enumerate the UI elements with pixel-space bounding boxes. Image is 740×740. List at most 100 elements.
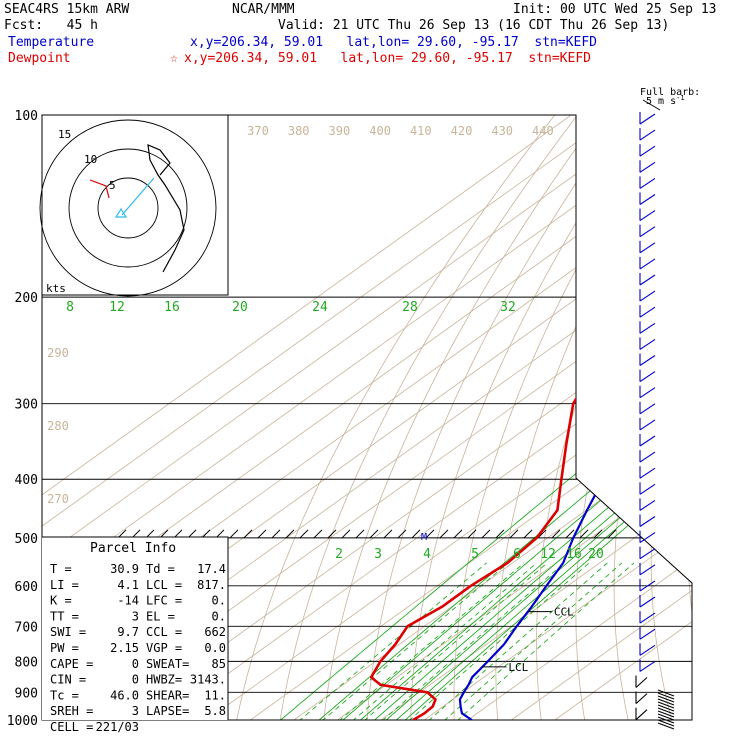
wind-barb: [639, 467, 656, 479]
hodograph-ring-label: 5: [109, 179, 116, 192]
dry-adiabat: [277, 115, 578, 720]
parcel-value: 0.: [212, 609, 226, 623]
theta-label: 400: [369, 124, 391, 138]
hatch-mark: [257, 529, 267, 539]
parcel-key: CCL =: [146, 625, 182, 639]
isotherm-line: [554, 115, 692, 720]
hatch-mark: [285, 529, 295, 539]
barb-legend-unit-exponent: -1: [676, 94, 684, 102]
dry-adiabat: [495, 115, 691, 720]
wind-barb: [639, 387, 656, 399]
wind-barb: [639, 210, 656, 222]
parcel-value: 17.4: [197, 562, 226, 576]
parcel-key: Tc =: [50, 688, 79, 702]
pressure-tick-label: 600: [15, 580, 38, 595]
isotherm-line: [42, 115, 615, 720]
barb-legend-title: Full barb:: [640, 87, 700, 98]
pressure-tick-label: 700: [15, 620, 38, 635]
storm-motion-icon: [114, 207, 128, 218]
isotherm-line: [424, 115, 692, 720]
mixing-ratio-label: 8: [66, 300, 74, 315]
parcel-key: LFC =: [146, 594, 182, 608]
hatch-mark: [593, 529, 603, 539]
isotherm-line: [511, 115, 692, 720]
dry-adiabat: [686, 115, 692, 720]
mixing-ratio-label: 20: [588, 547, 604, 562]
wind-barb: [639, 129, 656, 141]
wind-barb: [639, 194, 656, 205]
parcel-value: 0.: [212, 594, 226, 608]
hodograph: 15 10 5 kts: [39, 114, 229, 297]
mixing-ratio-label: 12: [109, 300, 125, 315]
isotherm-line: [467, 115, 692, 720]
hatch-mark: [355, 529, 365, 539]
pressure-tick-label: 900: [15, 686, 38, 701]
isotherm-line: [42, 115, 572, 720]
mixing-ratio-line: [359, 296, 692, 720]
isotherm-line: [119, 115, 692, 720]
dry-adiabat: [722, 115, 740, 733]
mixing-ratio-label: 32: [500, 300, 516, 315]
wind-barb-dense: [657, 698, 675, 706]
parcel-key: CIN =: [50, 673, 86, 687]
wind-barb-dense: [657, 707, 675, 715]
mixing-ratio-dashed-line: [430, 562, 623, 720]
mixing-ratio-lines: [265, 296, 692, 720]
dewpoint-legend: Dewpoint: [8, 51, 71, 66]
wind-barb: [635, 677, 648, 688]
parcel-value: 46.0: [110, 688, 139, 702]
mixing-ratio-label: 28: [402, 300, 418, 315]
hatch-mark: [369, 529, 379, 539]
parcel-key: K =: [50, 594, 72, 608]
parcel-value: 5.8: [204, 704, 226, 718]
parcel-value: 0: [132, 673, 139, 687]
pressure-tick-label: 200: [15, 291, 38, 306]
ccl-label: CCL: [554, 606, 574, 619]
wind-barb-dense: [657, 722, 675, 730]
parcel-value: 3: [132, 609, 139, 623]
hodograph-unit: kts: [46, 282, 66, 295]
dry-adiabat: [575, 115, 692, 720]
parcel-value: 4.1: [117, 578, 139, 592]
moist-adiabat-marker: M: [421, 532, 427, 543]
temperature-line: [458, 115, 692, 720]
dewpoint-location: x,y=206.34, 59.01 lat,lon= 29.60, -95.17…: [184, 51, 591, 66]
parcel-key: HWBZ=: [146, 673, 182, 687]
parcel-key: LCL =: [146, 578, 182, 592]
parcel-value: 0.0: [204, 641, 226, 655]
pressure-tick-label: 100: [15, 109, 38, 124]
parcel-value: -14: [117, 594, 139, 608]
dewpoint-star-icon: ☆: [170, 51, 178, 66]
center-label: NCAR/MMM: [232, 2, 295, 17]
model-title: SEAC4RS 15km ARW: [4, 2, 130, 17]
theta-label: 410: [410, 124, 432, 138]
theta-label: 370: [247, 124, 269, 138]
wind-barb-dense: [657, 701, 675, 709]
wind-barb-dense: [657, 719, 675, 727]
mixing-ratio-dashed-line: [443, 562, 635, 720]
mixing-ratio-label: 20: [232, 300, 248, 315]
parcel-panel-border: [42, 536, 229, 720]
wind-barb: [639, 145, 656, 157]
parcel-value: 817.: [197, 578, 226, 592]
wind-barb: [639, 274, 656, 286]
hatch-mark: [467, 529, 477, 539]
hodograph-ring: [39, 119, 217, 297]
mixing-ratio-label: 5: [471, 547, 479, 562]
hatch-mark: [607, 529, 617, 539]
hatch-mark: [411, 529, 421, 539]
parcel-key: SWI =: [50, 625, 86, 639]
parcel-value: 2.15: [110, 641, 139, 655]
pressure-tick-label: 800: [15, 655, 38, 670]
parcel-value: 11.: [204, 688, 226, 702]
wind-barb: [639, 435, 656, 447]
wind-barb-dense: [657, 716, 675, 724]
parcel-value: 85: [212, 657, 226, 671]
barb-legend-icon: [642, 99, 661, 111]
parcel-key: PW =: [50, 641, 79, 655]
hodograph-ring: [68, 148, 188, 268]
hatch-mark: [509, 529, 519, 539]
wind-barb: [639, 660, 656, 672]
theta-label: 440: [532, 124, 554, 138]
